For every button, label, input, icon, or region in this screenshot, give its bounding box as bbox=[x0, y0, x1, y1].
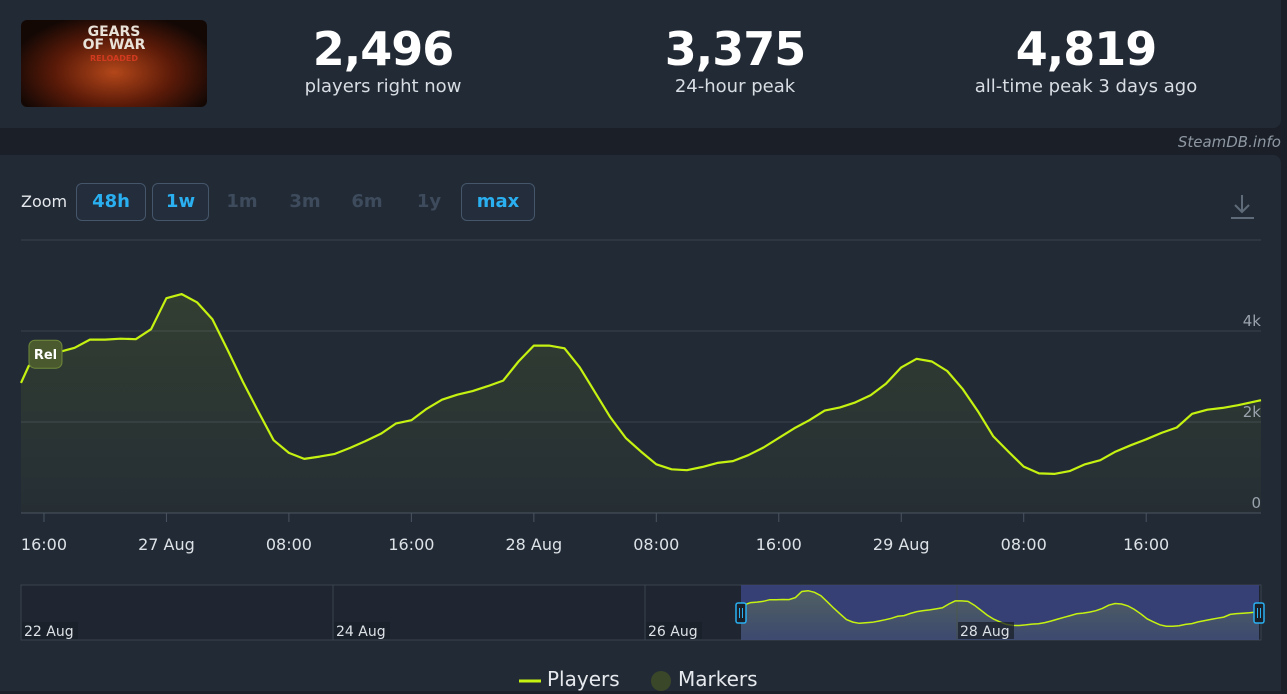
legend-players[interactable]: Players bbox=[519, 667, 620, 691]
game-thumbnail[interactable]: GEARS OF WAR RELOADED bbox=[21, 20, 207, 107]
x-tick-label: 27 Aug bbox=[138, 535, 195, 554]
zoom-48h-button[interactable]: 48h bbox=[76, 183, 146, 221]
players-now-label: players right now bbox=[304, 76, 462, 97]
zoom-3m-button[interactable]: 3m bbox=[289, 191, 321, 212]
series-line-players[interactable] bbox=[19, 293, 1262, 475]
zoom-1w-button[interactable]: 1w bbox=[152, 183, 209, 221]
navigator-date-label: 22 Aug bbox=[24, 624, 74, 640]
all-time-peak-value: 4,819 bbox=[1015, 22, 1158, 76]
navigator-label-bg bbox=[22, 622, 78, 639]
navigator-label-bg bbox=[646, 622, 702, 639]
stats-bar bbox=[0, 0, 1281, 128]
x-tick-label: 28 Aug bbox=[505, 535, 562, 554]
x-tick-label: 08:00 bbox=[266, 535, 312, 554]
navigator-date-label: 28 Aug bbox=[960, 624, 1010, 640]
y-tick-label: 4k bbox=[1243, 312, 1262, 330]
navigator-handle-right[interactable] bbox=[1253, 602, 1265, 624]
navigator-handle-left[interactable] bbox=[735, 602, 747, 624]
y-tick-label: 2k bbox=[1243, 403, 1262, 421]
zoom-6m-button[interactable]: 6m bbox=[351, 191, 383, 212]
navigator-label-bg bbox=[958, 622, 1014, 639]
players-now-value: 2,496 bbox=[312, 22, 455, 76]
release-marker[interactable] bbox=[28, 339, 63, 369]
peak-24h-value: 3,375 bbox=[664, 22, 807, 76]
chart-legend: Players Markers bbox=[0, 666, 1287, 692]
x-tick-label: 08:00 bbox=[633, 535, 679, 554]
x-tick-label: 29 Aug bbox=[873, 535, 930, 554]
game-logo: GEARS OF WAR RELOADED bbox=[82, 24, 146, 63]
x-tick-label: 16:00 bbox=[756, 535, 802, 554]
zoom-1y-button[interactable]: 1y bbox=[416, 191, 442, 212]
navigator-series-area bbox=[741, 590, 1259, 640]
navigator-date-label: 24 Aug bbox=[336, 624, 386, 640]
download-icon[interactable] bbox=[1228, 192, 1258, 222]
legend-markers[interactable]: Markers bbox=[650, 666, 758, 694]
x-tick-label: 16:00 bbox=[21, 535, 67, 554]
zoom-label: Zoom bbox=[21, 192, 68, 211]
zoom-max-button[interactable]: max bbox=[461, 183, 535, 221]
all-time-peak-label: all-time peak 3 days ago bbox=[974, 76, 1198, 97]
y-tick-label: 0 bbox=[1251, 494, 1261, 512]
navigator-series-line bbox=[740, 589, 1260, 628]
release-marker-label: Rel bbox=[34, 348, 57, 363]
steamdb-credit[interactable]: SteamDB.info bbox=[1177, 133, 1281, 151]
peak-24h-label: 24-hour peak bbox=[674, 76, 796, 97]
zoom-1m-button[interactable]: 1m bbox=[226, 191, 258, 212]
navigator-date-label: 26 Aug bbox=[648, 624, 698, 640]
all-time-peak-stat: 4,819 all-time peak 3 days ago bbox=[926, 22, 1246, 98]
players-now-stat: 2,496 players right now bbox=[223, 22, 543, 98]
navigator-label-bg bbox=[334, 622, 390, 639]
x-tick-label: 16:00 bbox=[388, 535, 434, 554]
x-tick-label: 16:00 bbox=[1123, 535, 1169, 554]
peak-24h-stat: 3,375 24-hour peak bbox=[575, 22, 895, 98]
x-tick-label: 08:00 bbox=[1001, 535, 1047, 554]
series-area-players bbox=[21, 294, 1261, 513]
